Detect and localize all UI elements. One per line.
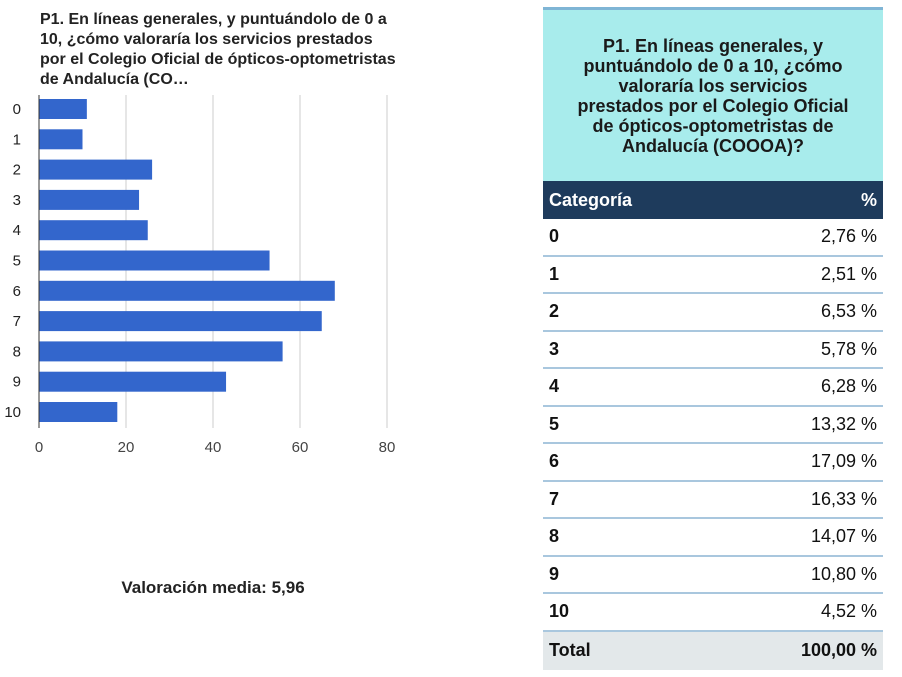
y-tick-label: 4 — [13, 222, 21, 239]
row-category: 10 — [549, 601, 570, 622]
header-category: Categoría — [549, 189, 633, 210]
row-percent: 13,32 % — [810, 413, 877, 434]
bar — [39, 189, 140, 210]
row-category: 2 — [549, 301, 560, 322]
row-category: 6 — [549, 451, 560, 472]
row-percent: 16,33 % — [810, 488, 877, 509]
y-tick-label: 0 — [13, 101, 21, 118]
row-percent: 4,52 % — [820, 601, 877, 622]
row-percent: 14,07 % — [810, 526, 877, 547]
x-tick-label: 20 — [118, 439, 135, 456]
row-category: 4 — [549, 376, 560, 397]
table-row: 6 17,09 % — [543, 444, 883, 482]
table-row: 5 13,32 % — [543, 407, 883, 444]
total-value: 100,00 % — [800, 640, 877, 660]
x-tick-label: 40 — [205, 439, 222, 456]
y-tick-label: 7 — [13, 313, 21, 330]
row-percent: 2,76 % — [820, 226, 877, 247]
results-table: P1. En líneas generales, y puntuándolo d… — [543, 7, 883, 670]
table-row: 4 6,28 % — [543, 369, 883, 407]
chart-title: P1. En líneas generales, y puntuándolo d… — [40, 11, 396, 88]
table-row: 1 2,51 % — [543, 257, 883, 294]
y-tick-label: 5 — [13, 253, 21, 270]
table-row: 9 10,80 % — [543, 557, 883, 594]
row-percent: 5,78 % — [820, 338, 877, 359]
x-tick-label: 0 — [35, 439, 43, 456]
x-tick-label: 60 — [292, 439, 309, 456]
table-body: 0 2,76 % 1 2,51 % 2 6,53 % 3 5,78 % 4 6,28 % 5 13,3… — [543, 219, 883, 632]
y-tick-label: 9 — [13, 374, 21, 391]
y-tick-label: 1 — [13, 131, 21, 148]
bar — [39, 280, 335, 301]
row-percent: 17,09 % — [810, 451, 877, 472]
mean-rating-label: Valoración media: 5,96 — [121, 578, 305, 597]
row-category: 0 — [549, 226, 560, 247]
row-category: 5 — [549, 413, 560, 434]
bar — [39, 99, 87, 119]
bar — [39, 129, 83, 150]
bar — [39, 402, 118, 422]
row-percent: 2,51 % — [820, 263, 877, 284]
table-row: 10 4,52 % — [543, 594, 883, 632]
y-tick-label: 3 — [13, 192, 21, 209]
row-percent: 6,28 % — [820, 376, 877, 397]
bar — [39, 341, 283, 362]
bar-chart: 0 20 40 60 80 0 1 2 3 4 5 6 7 8 9 10 — [4, 95, 396, 456]
table-title: P1. En líneas generales, y puntuándolo d… — [543, 7, 883, 181]
table-row: 0 2,76 % — [543, 219, 883, 257]
table-total-row: Total 100,00 % — [543, 631, 883, 670]
total-label: Total — [549, 640, 591, 660]
bar — [39, 250, 270, 271]
bar — [39, 159, 153, 180]
bar — [39, 371, 227, 392]
y-tick-label: 2 — [13, 162, 21, 179]
row-category: 9 — [549, 563, 560, 584]
header-percent: % — [860, 189, 877, 210]
row-category: 1 — [549, 263, 560, 284]
x-tick-label: 80 — [379, 439, 396, 456]
table-row: 2 6,53 % — [543, 294, 883, 332]
table-row: 3 5,78 % — [543, 332, 883, 369]
bar — [39, 220, 148, 241]
table-header: Categoría % — [543, 181, 883, 219]
row-category: 8 — [549, 526, 560, 547]
row-percent: 6,53 % — [820, 301, 877, 322]
y-tick-label: 8 — [13, 343, 21, 360]
y-tick-label: 10 — [4, 404, 21, 421]
row-percent: 10,80 % — [810, 563, 877, 584]
y-tick-label: 6 — [13, 283, 21, 300]
bar — [39, 311, 322, 332]
row-category: 3 — [549, 338, 560, 359]
row-category: 7 — [549, 488, 560, 509]
table-row: 8 14,07 % — [543, 519, 883, 557]
table-row: 7 16,33 % — [543, 482, 883, 519]
